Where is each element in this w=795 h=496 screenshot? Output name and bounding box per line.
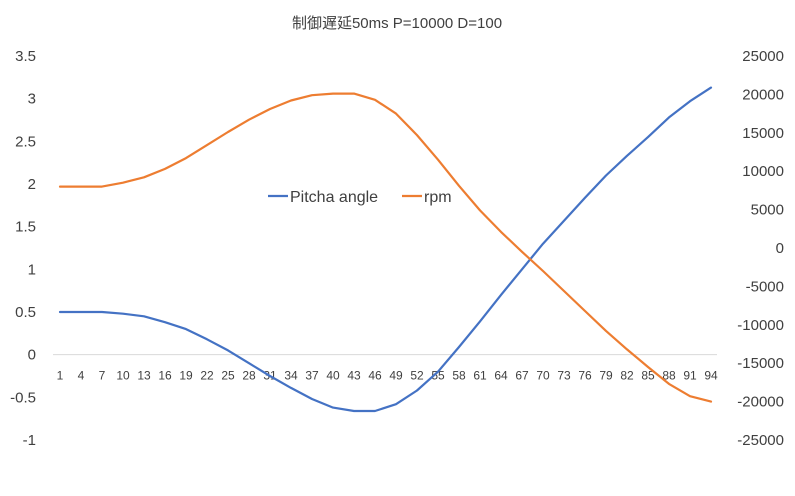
x-tick-label: 94 — [704, 369, 718, 383]
left-axis-ticks: 3.5 3 2.5 2 1.5 1 0.5 0 -0.5 -1 — [10, 48, 36, 449]
right-tick-label: 0 — [776, 240, 784, 257]
x-tick-label: 10 — [116, 369, 130, 383]
x-tick-label: 49 — [389, 369, 403, 383]
x-tick-label: 91 — [683, 369, 697, 383]
x-tick-label: 43 — [347, 369, 361, 383]
x-tick-label: 22 — [200, 369, 214, 383]
x-tick-label: 46 — [368, 369, 382, 383]
left-tick-label: 1.5 — [15, 219, 36, 236]
right-tick-label: -15000 — [737, 355, 784, 372]
right-tick-label: 5000 — [751, 202, 784, 219]
legend-label: Pitcha angle — [290, 189, 378, 206]
x-tick-label: 37 — [305, 369, 319, 383]
left-tick-label: 0.5 — [15, 304, 36, 321]
x-axis: 1 4 7 10 13 16 19 22 25 28 31 34 37 40 43 46 49 52 55 58 61 6… — [53, 354, 718, 383]
right-axis-ticks: 25000 20000 15000 10000 5000 0 -5000 -10000 -150… — [737, 48, 784, 449]
x-tick-label: 67 — [515, 369, 529, 383]
x-tick-label: 1 — [57, 369, 64, 383]
left-tick-label: -0.5 — [10, 389, 36, 406]
left-tick-label: 3 — [28, 91, 36, 108]
right-tick-label: -5000 — [746, 278, 784, 295]
x-tick-label: 25 — [221, 369, 235, 383]
right-tick-label: 10000 — [742, 163, 784, 180]
x-tick-label: 85 — [641, 369, 655, 383]
x-tick-label: 19 — [179, 369, 193, 383]
x-tick-label: 34 — [284, 369, 298, 383]
x-tick-label: 4 — [78, 369, 85, 383]
x-tick-label: 55 — [431, 369, 445, 383]
x-tick-label: 82 — [620, 369, 634, 383]
right-tick-label: 15000 — [742, 125, 784, 142]
x-tick-label: 88 — [662, 369, 676, 383]
x-tick-label: 52 — [410, 369, 424, 383]
left-tick-label: 2.5 — [15, 133, 36, 150]
x-tick-label: 76 — [578, 369, 592, 383]
left-tick-label: 3.5 — [15, 48, 36, 65]
right-tick-label: -20000 — [737, 394, 784, 411]
x-tick-label: 13 — [137, 369, 151, 383]
chart-title: 制御遅延50ms P=10000 D=100 — [292, 15, 502, 32]
left-tick-label: 2 — [28, 176, 36, 193]
series-layer — [58, 86, 713, 413]
x-tick-label: 58 — [452, 369, 466, 383]
left-tick-label: 1 — [28, 261, 36, 278]
x-tick-label: 7 — [99, 369, 106, 383]
right-tick-label: 25000 — [742, 48, 784, 65]
x-tick-label: 70 — [536, 369, 550, 383]
x-tick-label: 28 — [242, 369, 256, 383]
series-line-pitch-angle — [58, 86, 713, 413]
series-line-rpm — [58, 92, 713, 403]
legend: Pitcha angle rpm — [268, 189, 452, 206]
x-tick-label: 16 — [158, 369, 172, 383]
x-tick-label: 40 — [326, 369, 340, 383]
x-tick-label: 61 — [473, 369, 487, 383]
right-tick-label: 20000 — [742, 86, 784, 103]
x-tick-label: 73 — [557, 369, 571, 383]
right-tick-label: -25000 — [737, 432, 784, 449]
legend-label: rpm — [424, 189, 452, 206]
left-tick-label: -1 — [23, 432, 36, 449]
left-tick-label: 0 — [28, 347, 36, 364]
x-tick-label: 79 — [599, 369, 613, 383]
right-tick-label: -10000 — [737, 317, 784, 334]
x-tick-label: 64 — [494, 369, 508, 383]
